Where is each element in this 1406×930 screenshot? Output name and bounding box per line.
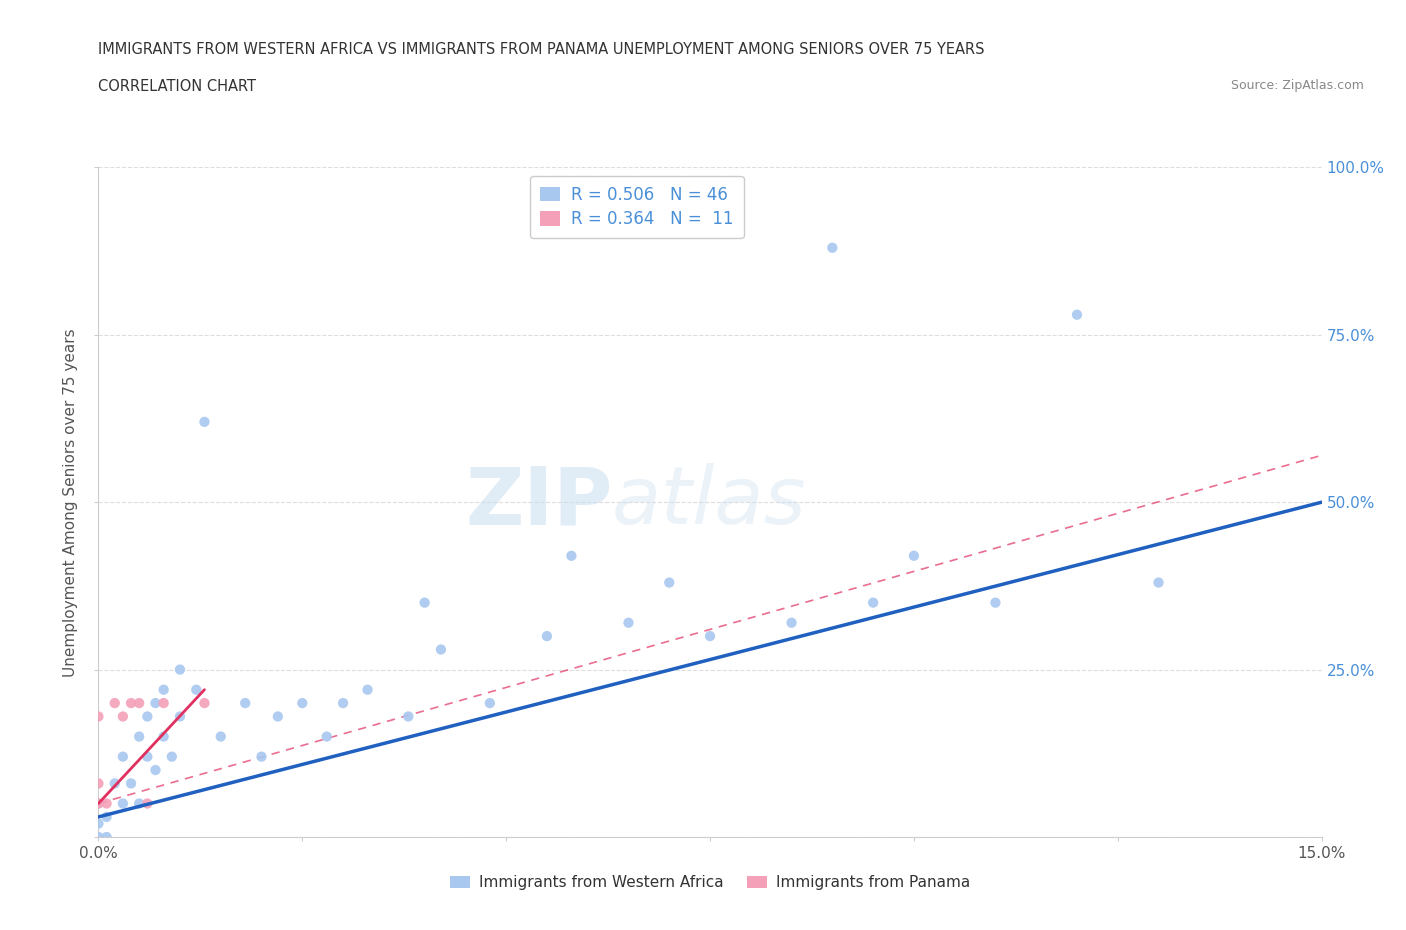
- Legend: Immigrants from Western Africa, Immigrants from Panama: Immigrants from Western Africa, Immigran…: [444, 870, 976, 897]
- Point: [430, 642, 453, 657]
- Point: [984, 595, 1007, 610]
- Point: [152, 729, 174, 744]
- Point: [87, 709, 110, 724]
- Point: [160, 750, 183, 764]
- Point: [87, 776, 110, 790]
- Y-axis label: Unemployment Among Seniors over 75 years: Unemployment Among Seniors over 75 years: [63, 328, 79, 676]
- Point: [96, 830, 118, 844]
- Text: CORRELATION CHART: CORRELATION CHART: [98, 79, 256, 94]
- Point: [169, 709, 191, 724]
- Point: [136, 709, 159, 724]
- Point: [96, 796, 118, 811]
- Point: [111, 709, 134, 724]
- Point: [396, 709, 419, 724]
- Text: ZIP: ZIP: [465, 463, 612, 541]
- Point: [821, 240, 844, 255]
- Point: [291, 696, 314, 711]
- Point: [111, 750, 134, 764]
- Point: [128, 796, 150, 811]
- Point: [413, 595, 436, 610]
- Point: [193, 696, 215, 711]
- Point: [128, 729, 150, 744]
- Point: [267, 709, 290, 724]
- Point: [233, 696, 256, 711]
- Point: [332, 696, 354, 711]
- Point: [104, 776, 127, 790]
- Point: [87, 830, 110, 844]
- Point: [186, 683, 208, 698]
- Point: [560, 549, 582, 564]
- Point: [356, 683, 378, 698]
- Point: [1147, 575, 1170, 590]
- Point: [478, 696, 501, 711]
- Point: [96, 809, 118, 824]
- Text: IMMIGRANTS FROM WESTERN AFRICA VS IMMIGRANTS FROM PANAMA UNEMPLOYMENT AMONG SENI: IMMIGRANTS FROM WESTERN AFRICA VS IMMIGR…: [98, 42, 986, 57]
- Point: [128, 696, 150, 711]
- Point: [536, 629, 558, 644]
- Point: [145, 696, 167, 711]
- Point: [136, 750, 159, 764]
- Point: [193, 415, 215, 430]
- Point: [120, 696, 142, 711]
- Point: [111, 796, 134, 811]
- Point: [699, 629, 721, 644]
- Point: [136, 796, 159, 811]
- Point: [87, 817, 110, 831]
- Point: [120, 776, 142, 790]
- Point: [87, 796, 110, 811]
- Text: Source: ZipAtlas.com: Source: ZipAtlas.com: [1230, 79, 1364, 92]
- Point: [903, 549, 925, 564]
- Text: atlas: atlas: [612, 463, 807, 541]
- Point: [152, 683, 174, 698]
- Point: [862, 595, 884, 610]
- Point: [209, 729, 232, 744]
- Point: [169, 662, 191, 677]
- Point: [658, 575, 681, 590]
- Point: [780, 616, 803, 631]
- Point: [87, 796, 110, 811]
- Point: [250, 750, 273, 764]
- Point: [104, 696, 127, 711]
- Point: [315, 729, 337, 744]
- Point: [1066, 307, 1088, 322]
- Point: [617, 616, 640, 631]
- Point: [145, 763, 167, 777]
- Point: [152, 696, 174, 711]
